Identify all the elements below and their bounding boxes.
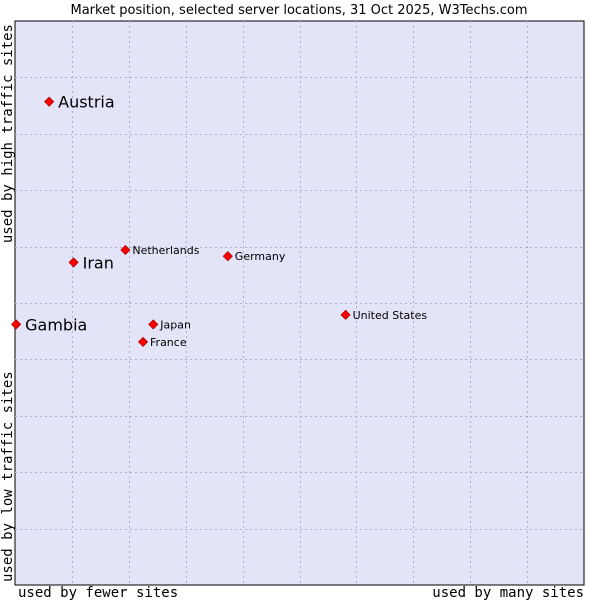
point-label-austria: Austria <box>58 93 115 112</box>
point-marker-netherlands <box>120 244 131 256</box>
point-label-iran: Iran <box>83 253 114 272</box>
point-marker-iran <box>68 257 79 268</box>
grid-lines <box>15 21 584 585</box>
point-label-gambia: Gambia <box>25 315 87 334</box>
data-points: Austria Iran Gambia Netherlands Germany Japan… <box>11 93 428 349</box>
y-axis-high-label: used by high traffic sites <box>0 24 16 243</box>
point-marker-gambia <box>11 319 22 330</box>
point-label-germany: Germany <box>235 250 286 263</box>
point-label-united-states: United States <box>353 309 428 322</box>
point-marker-united-states <box>340 309 351 320</box>
y-axis-low-label: used by low traffic sites <box>0 371 16 582</box>
point-marker-france <box>137 336 149 347</box>
chart-title: Market position, selected server locatio… <box>70 3 527 18</box>
point-label-netherlands: Netherlands <box>132 244 199 257</box>
x-axis-low-label: used by fewer sites <box>18 585 178 600</box>
point-marker-germany <box>222 251 233 262</box>
point-marker-austria <box>44 96 55 107</box>
point-label-france: France <box>150 336 187 349</box>
plot-area <box>14 20 585 586</box>
x-axis-high-label: used by many sites <box>432 585 584 600</box>
point-marker-japan <box>148 319 159 330</box>
point-label-japan: Japan <box>159 318 191 331</box>
